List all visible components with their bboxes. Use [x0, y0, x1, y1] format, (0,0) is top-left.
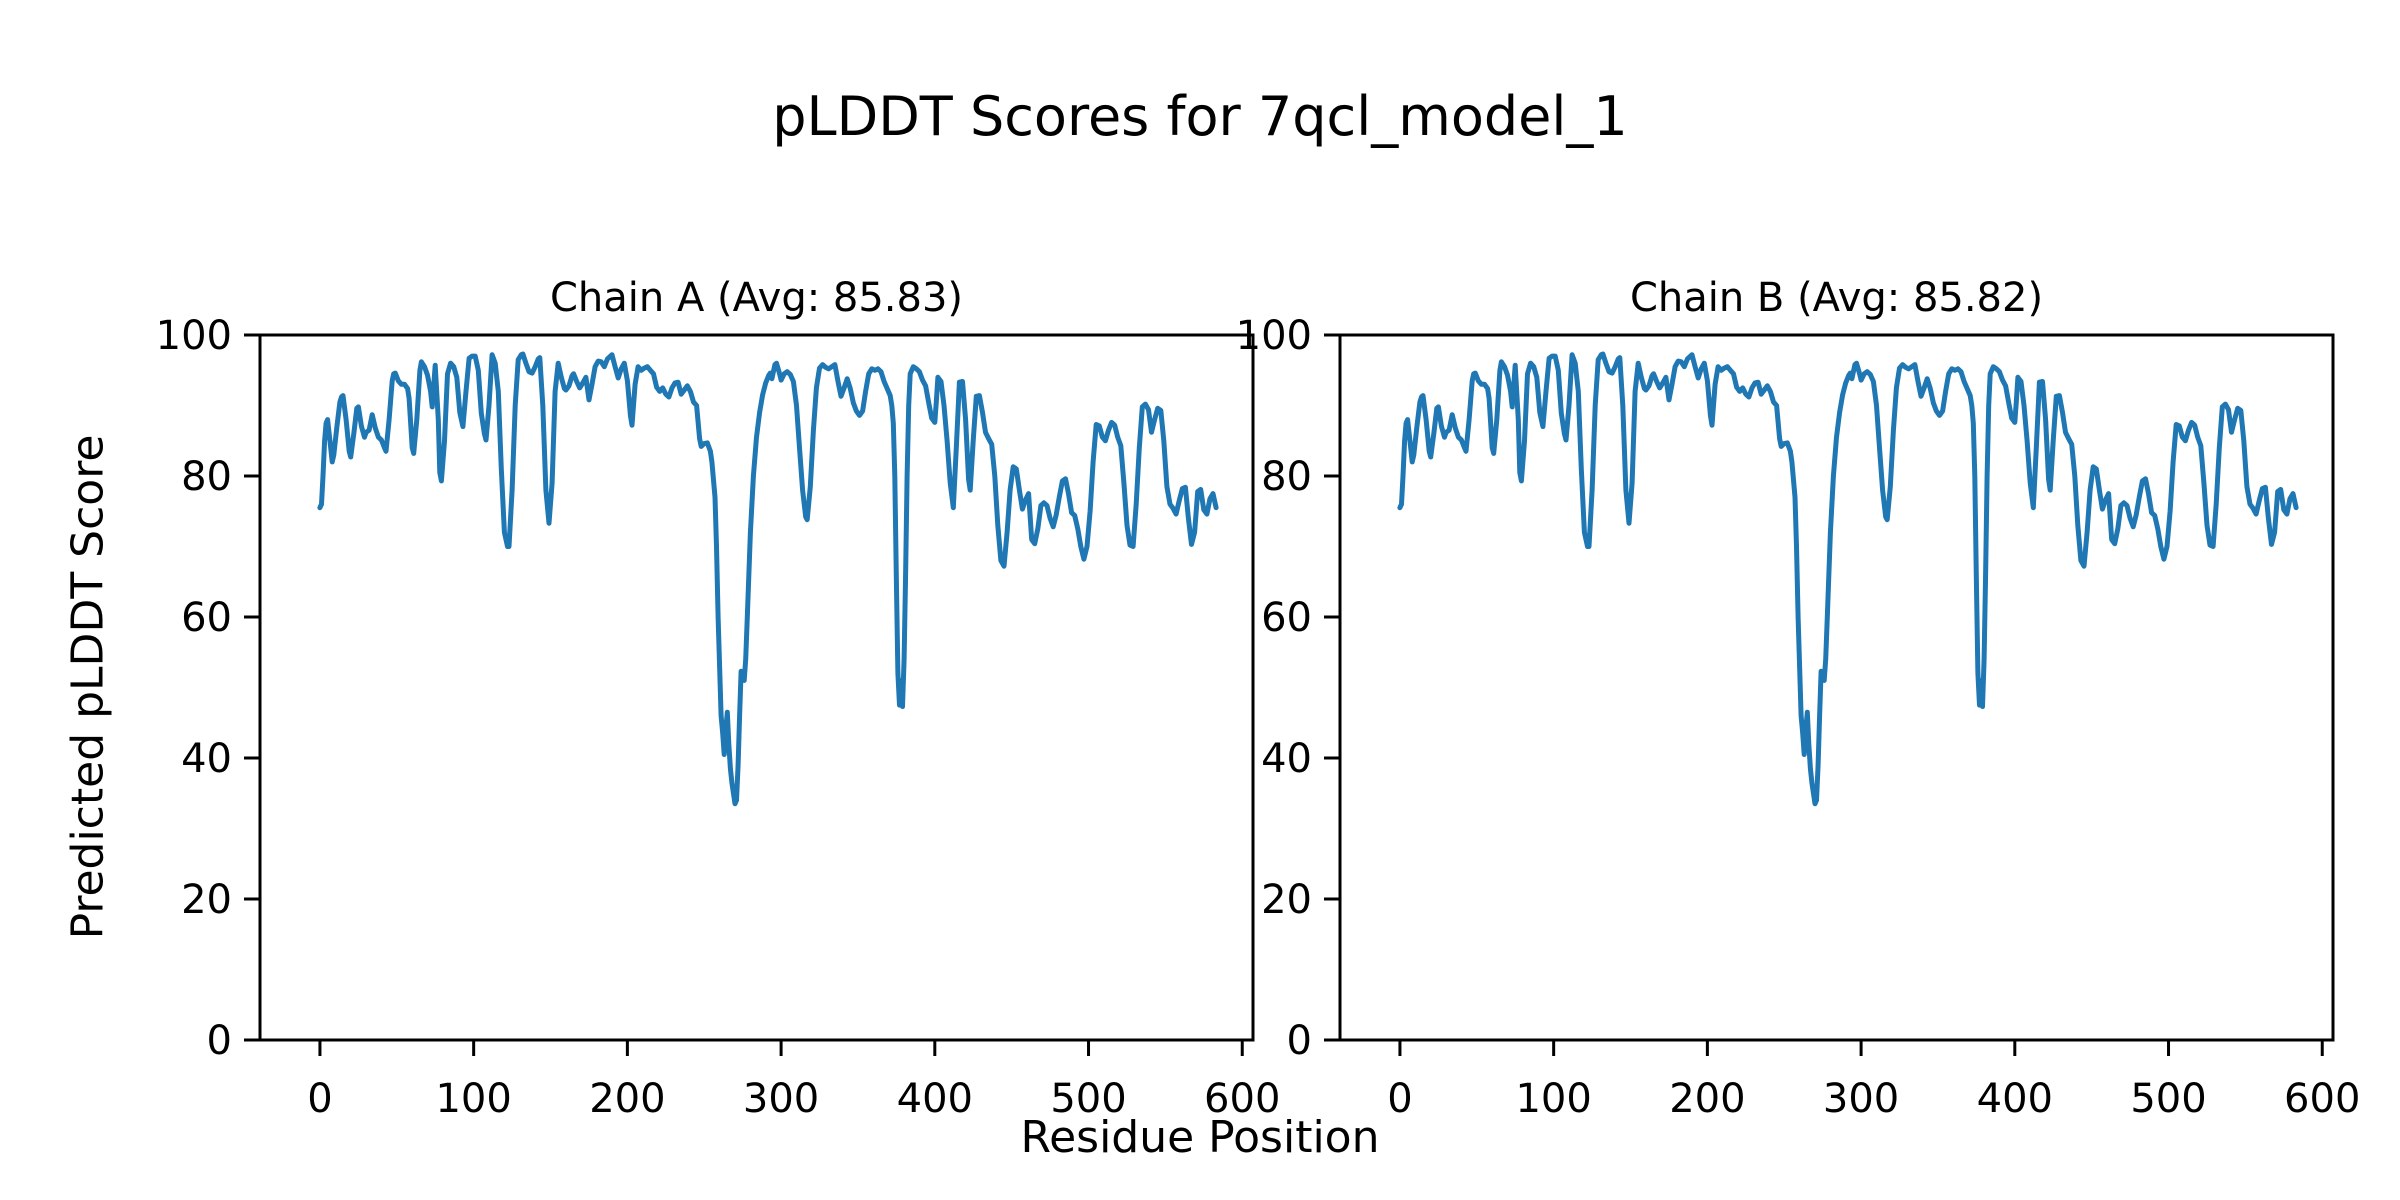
chain-b-subplot-title: Chain B (Avg: 85.82)	[1629, 275, 2044, 321]
y-tick-label: 80	[181, 454, 232, 500]
plot-border	[258, 333, 1255, 1042]
x-tick-label: 100	[1515, 1076, 1591, 1122]
x-tick-label: 0	[1387, 1076, 1412, 1122]
plot-border	[1338, 333, 2335, 1042]
y-tick-label: 20	[1261, 877, 1312, 923]
chain-a-subplot: Chain A (Avg: 85.83) 0 100 200 300 400 500 600…	[156, 275, 1281, 1122]
plddt-line	[317, 351, 1219, 807]
y-tick-label: 100	[1236, 313, 1312, 359]
y-tick-label: 40	[181, 736, 232, 782]
chain-a-subplot-title: Chain A (Avg: 85.83)	[549, 275, 964, 321]
x-axis-label: Residue Position	[1020, 1112, 1380, 1163]
figure-title: pLDDT Scores for 7qcl_model_1	[772, 85, 1628, 148]
x-tick-label: 200	[1669, 1076, 1745, 1122]
chain-b-plot-canvas: 0 100 200 300 400 500 600 0 20 40 60 80 100	[1236, 313, 2361, 1122]
x-tick-label: 0	[307, 1076, 332, 1122]
y-tick-label: 60	[1261, 595, 1312, 641]
plddt-line	[1397, 351, 2299, 807]
y-tick-label: 0	[207, 1018, 232, 1064]
chain-b-subplot: Chain B (Avg: 85.82) 0 100 200 300 400 500 600…	[1236, 275, 2361, 1122]
x-tick-label: 300	[743, 1076, 819, 1122]
x-tick-label: 200	[589, 1076, 665, 1122]
y-tick-label: 100	[156, 313, 232, 359]
y-tick-label: 40	[1261, 736, 1312, 782]
x-tick-label: 500	[2130, 1076, 2206, 1122]
chain-a-plot-canvas: 0 100 200 300 400 500 600 0 20 40 60 80 100	[156, 313, 1281, 1122]
x-tick-label: 600	[2284, 1076, 2360, 1122]
x-tick-label: 400	[897, 1076, 973, 1122]
y-tick-label: 80	[1261, 454, 1312, 500]
y-axis-label: Predicted pLDDT Score	[62, 434, 114, 940]
x-tick-label: 300	[1823, 1076, 1899, 1122]
x-tick-label: 600	[1204, 1076, 1280, 1122]
y-tick-label: 60	[181, 595, 232, 641]
y-tick-label: 0	[1287, 1018, 1312, 1064]
x-tick-label: 400	[1977, 1076, 2053, 1122]
y-tick-label: 20	[181, 877, 232, 923]
x-tick-label: 500	[1050, 1076, 1126, 1122]
x-tick-label: 100	[435, 1076, 511, 1122]
